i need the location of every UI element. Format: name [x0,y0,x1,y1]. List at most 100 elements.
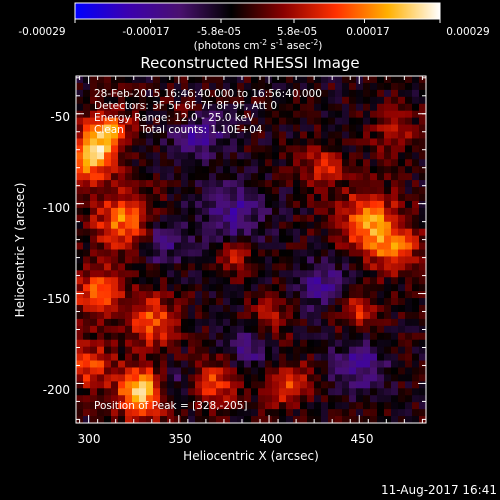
heatmap-cell [377,263,385,271]
heatmap-cell [419,131,427,140]
heatmap-cell [265,235,273,244]
heatmap-cell [118,152,126,160]
heatmap-cell [174,235,182,244]
heatmap-cell [195,318,203,327]
heatmap-cell [146,200,154,209]
heatmap-cell [314,416,322,424]
heatmap-cell [153,270,161,278]
heatmap-cell [216,214,224,223]
heatmap-cell [76,367,84,376]
heatmap-cell [209,173,217,181]
heatmap-cell [174,193,182,202]
heatmap-cell [314,395,322,403]
heatmap-cell [111,228,119,237]
heatmap-cell [342,339,350,348]
heatmap-cell [223,180,231,188]
heatmap-cell [307,242,315,251]
heatmap-cell [195,82,203,91]
heatmap-cell [125,124,133,133]
heatmap-cell [223,291,231,299]
heatmap-cell [321,207,329,216]
heatmap-cell [258,159,266,167]
heatmap-cell [146,353,154,362]
heatmap-cell [174,207,182,216]
x-tick-label: 350 [169,432,192,446]
heatmap-cell [237,145,245,153]
heatmap-cell [265,367,273,376]
heatmap-cell [97,395,105,403]
heatmap-cell [244,388,252,396]
heatmap-cell [111,207,119,216]
heatmap-cell [258,103,266,112]
heatmap-cell [405,249,413,258]
heatmap-cell [160,291,168,299]
heatmap-cell [132,228,140,237]
heatmap-cell [202,166,210,174]
heatmap-cell [405,200,413,209]
heatmap-cell [230,374,238,382]
heatmap-cell [244,76,252,84]
heatmap-cell [377,145,385,153]
heatmap-cell [223,214,231,223]
heatmap-cell [153,360,161,369]
heatmap-cell [97,89,105,98]
heatmap-cell [405,131,413,140]
heatmap-cell [223,353,231,362]
heatmap-cell [118,103,126,112]
heatmap-cell [321,221,329,230]
heatmap-cell [300,249,308,258]
heatmap-cell [223,270,231,278]
heatmap-cell [188,110,196,119]
heatmap-cell [146,305,154,313]
heatmap-cell [202,270,210,278]
heatmap-cell [391,291,399,299]
heatmap-cell [160,367,168,376]
heatmap-cell [412,318,420,327]
heatmap-cell [209,124,217,133]
heatmap-cell [258,249,266,258]
heatmap-cell [83,82,91,91]
heatmap-cell [216,332,224,341]
heatmap-cell [265,305,273,313]
heatmap-cell [97,145,105,153]
heatmap-cell [83,402,91,410]
heatmap-cell [342,235,350,244]
heatmap-cell [167,166,175,174]
heatmap-cell [230,263,238,271]
heatmap-cell [363,318,371,327]
heatmap-cell [258,332,266,341]
heatmap-cell [419,187,427,195]
heatmap-cell [181,256,189,264]
heatmap-cell [132,311,140,320]
heatmap-cell [272,235,280,244]
heatmap-cell [153,110,161,119]
heatmap-cell [160,332,168,341]
heatmap-cell [153,221,161,230]
heatmap-cell [76,284,84,292]
heatmap-cell [258,89,266,98]
heatmap-cell [111,96,119,105]
heatmap-cell [209,263,217,271]
heatmap-cell [293,353,301,362]
heatmap-cell [272,374,280,382]
heatmap-cell [125,395,133,403]
heatmap-cell [153,381,161,389]
heatmap-cell [405,138,413,146]
heatmap-cell [139,367,147,376]
heatmap-cell [328,305,336,313]
heatmap-cell [223,346,231,355]
heatmap-cell [230,159,238,167]
heatmap-cell [293,284,301,292]
heatmap-cell [377,89,385,98]
heatmap-cell [293,409,301,417]
heatmap-cell [293,298,301,306]
heatmap-cell [244,82,252,91]
heatmap-cell [349,180,357,188]
heatmap-cell [307,173,315,181]
heatmap-cell [216,311,224,320]
heatmap-cell [279,173,287,181]
heatmap-cell [251,131,259,140]
heatmap-cell [300,180,308,188]
heatmap-cell [293,89,301,98]
heatmap-cell [237,131,245,140]
